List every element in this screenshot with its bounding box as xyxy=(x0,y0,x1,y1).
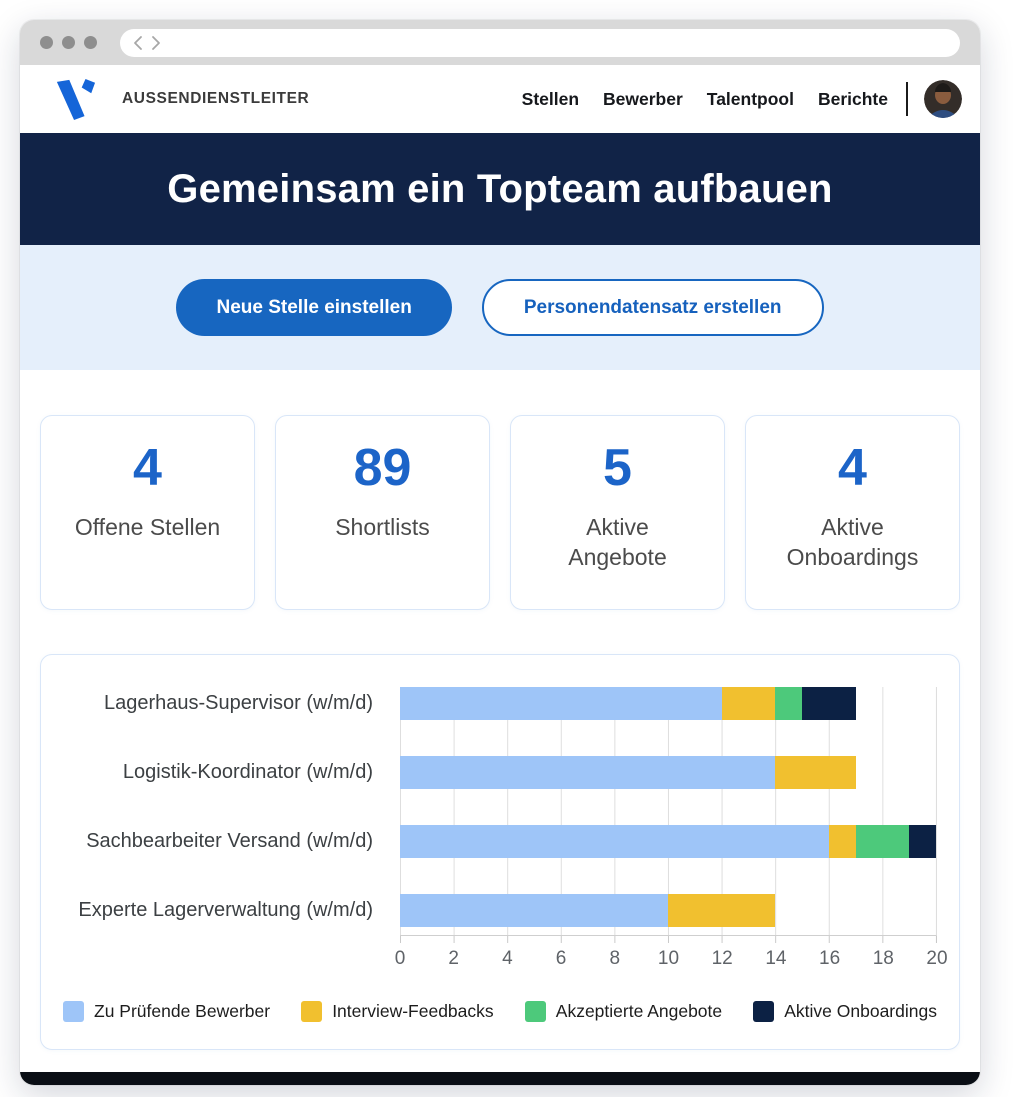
bar-segment[interactable] xyxy=(400,825,829,858)
window-control-dot[interactable] xyxy=(40,36,53,49)
axis-tick-label: 20 xyxy=(926,948,948,969)
bar-segment[interactable] xyxy=(909,825,936,858)
legend-label: Aktive Onboardings xyxy=(784,1001,937,1021)
stat-card-shortlists[interactable]: 89 Shortlists xyxy=(275,415,490,610)
app-header: AUSSENDIENSTLEITER Stellen Bewerber Tale… xyxy=(20,65,980,133)
stat-card-offene-stellen[interactable]: 4 Offene Stellen xyxy=(40,415,255,610)
legend-item: Zu Prüfende Bewerber xyxy=(63,1001,270,1022)
window-controls xyxy=(40,36,97,49)
bar-segment[interactable] xyxy=(828,825,856,858)
hero-banner: Gemeinsam ein Topteam aufbauen xyxy=(20,133,980,245)
stacked-bar xyxy=(400,756,936,789)
axis-tick-marks xyxy=(400,936,937,943)
hero-title: Gemeinsam ein Topteam aufbauen xyxy=(167,166,833,211)
main-nav: Stellen Bewerber Talentpool Berichte xyxy=(522,89,888,110)
bar-segment[interactable] xyxy=(775,756,856,789)
chart-plot xyxy=(400,687,937,936)
create-person-record-button[interactable]: Personendatensatz erstellen xyxy=(481,279,824,336)
bar-segment[interactable] xyxy=(400,756,776,789)
axis-tick-label: 10 xyxy=(657,948,680,969)
legend-item: Akzeptierte Angebote xyxy=(524,1001,723,1022)
nav-item-berichte[interactable]: Berichte xyxy=(817,88,888,109)
axis-tick-label: 4 xyxy=(502,948,513,969)
category-label: Logistik-Koordinator (w/m/d) xyxy=(122,761,373,783)
axis-tick-label: 0 xyxy=(394,948,406,969)
stacked-bar xyxy=(400,687,936,720)
legend-label: Zu Prüfende Bewerber xyxy=(94,1001,271,1021)
axis-tick-label: 14 xyxy=(765,948,787,969)
browser-window: AUSSENDIENSTLEITER Stellen Bewerber Tale… xyxy=(20,20,980,1085)
pipeline-chart-card: Lagerhaus-Supervisor (w/m/d) Logistik-Koo… xyxy=(40,654,960,1050)
bar-segment[interactable] xyxy=(801,687,856,720)
stats-row: 4 Offene Stellen 89 Shortlists 5 Aktive … xyxy=(40,415,960,610)
chart-axis-row: 0 2 4 6 8 10 12 14 16 18 20 xyxy=(63,936,948,974)
stat-label: Aktive Angebote xyxy=(568,514,667,571)
brand-logo-icon[interactable] xyxy=(54,77,96,121)
legend-swatch xyxy=(753,1001,775,1022)
stat-value: 89 xyxy=(353,439,412,497)
axis-tick-label: 6 xyxy=(555,948,567,969)
legend-swatch xyxy=(63,1001,84,1022)
brand-name: AUSSENDIENSTLEITER xyxy=(122,90,310,107)
bar-segment[interactable] xyxy=(668,894,776,927)
browser-chrome xyxy=(20,20,980,65)
window-control-dot[interactable] xyxy=(62,36,75,49)
legend-label: Akzeptierte Angebote xyxy=(555,1001,723,1021)
stat-label: Offene Stellen xyxy=(74,514,221,540)
legend-swatch xyxy=(301,1001,323,1022)
legend-label: Interview-Feedbacks xyxy=(332,1001,494,1021)
legend-item: Interview-Feedbacks xyxy=(301,1001,494,1022)
chevron-right-icon[interactable] xyxy=(152,35,160,50)
stacked-bar xyxy=(400,894,936,927)
stat-label: Shortlists xyxy=(335,514,430,540)
bar-segment[interactable] xyxy=(855,825,910,858)
category-label: Experte Lagerverwaltung (w/m/d) xyxy=(78,899,373,921)
legend-item: Aktive Onboardings xyxy=(753,1001,937,1022)
stat-card-aktive-onboardings[interactable]: 4 Aktive Onboardings xyxy=(745,415,960,610)
footer-bar xyxy=(20,1072,980,1085)
nav-item-stellen[interactable]: Stellen xyxy=(521,88,580,109)
stat-value: 4 xyxy=(133,439,162,497)
bar-segment[interactable] xyxy=(400,687,722,720)
header-divider xyxy=(906,82,908,116)
nav-item-bewerber[interactable]: Bewerber xyxy=(603,88,683,109)
new-job-button[interactable]: Neue Stelle einstellen xyxy=(176,279,452,336)
stat-card-aktive-angebote[interactable]: 5 Aktive Angebote xyxy=(510,415,725,610)
axis-tick-label: 16 xyxy=(819,948,841,969)
stat-value: 5 xyxy=(603,439,632,497)
window-control-dot[interactable] xyxy=(84,36,97,49)
chart-body: Lagerhaus-Supervisor (w/m/d) Logistik-Koo… xyxy=(63,687,937,936)
axis-tick-label: 18 xyxy=(872,948,894,969)
axis-tick-label: 2 xyxy=(448,948,459,969)
bar-segment[interactable] xyxy=(721,687,776,720)
axis-tick-label: 8 xyxy=(609,948,621,969)
action-bar: Neue Stelle einstellen Personendatensatz… xyxy=(20,245,980,370)
avatar[interactable] xyxy=(924,80,962,118)
bar-segment[interactable] xyxy=(400,894,668,927)
stat-value: 4 xyxy=(838,439,867,497)
axis-tick-labels: 0 2 4 6 8 10 12 14 16 18 20 xyxy=(395,948,948,974)
chart-legend: Zu Prüfende Bewerber Interview-Feedbacks A… xyxy=(63,1001,937,1022)
legend-swatch xyxy=(524,1001,546,1022)
category-label: Lagerhaus-Supervisor (w/m/d) xyxy=(104,692,373,714)
chart-category-labels: Lagerhaus-Supervisor (w/m/d) Logistik-Koo… xyxy=(63,687,400,936)
stat-label: Aktive Onboardings xyxy=(786,514,919,571)
chevron-left-icon[interactable] xyxy=(134,35,142,50)
category-label: Sachbearbeiter Versand (w/m/d) xyxy=(86,830,373,852)
axis-tick-label: 12 xyxy=(711,948,733,969)
nav-item-talentpool[interactable]: Talentpool xyxy=(706,88,794,109)
stacked-bar xyxy=(400,825,936,858)
address-bar[interactable] xyxy=(120,28,960,57)
bar-segment[interactable] xyxy=(775,687,802,720)
chart-x-axis: 0 2 4 6 8 10 12 14 16 18 20 xyxy=(395,936,948,974)
